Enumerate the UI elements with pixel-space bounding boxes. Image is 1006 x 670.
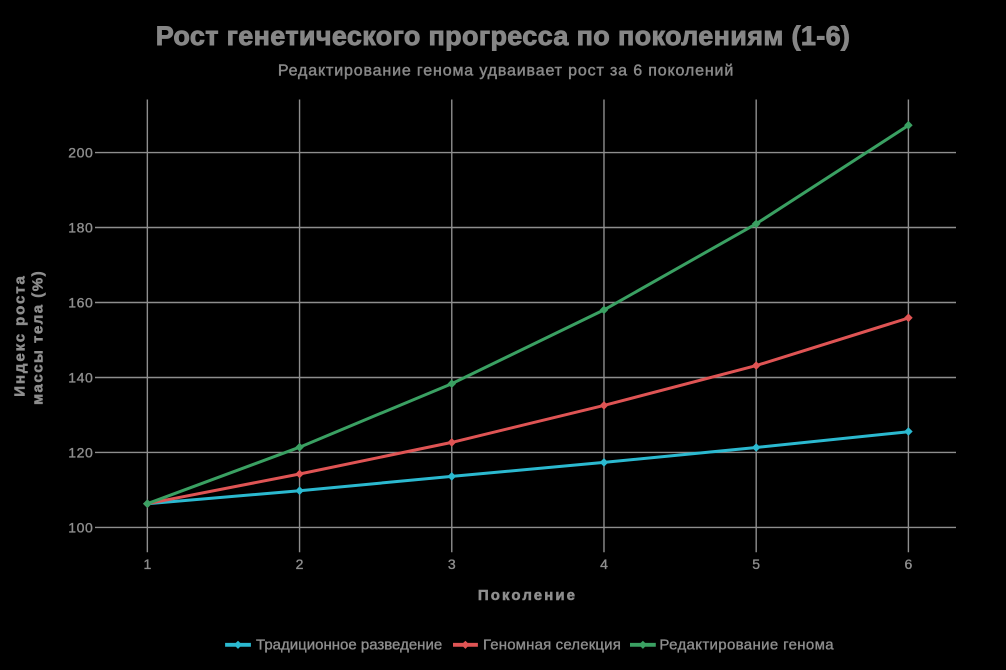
svg-text:120: 120 xyxy=(68,445,93,461)
svg-text:Поколение: Поколение xyxy=(478,587,577,604)
svg-text:Традиционное разведение: Традиционное разведение xyxy=(256,637,442,654)
svg-text:Рост генетического прогресса п: Рост генетического прогресса по поколени… xyxy=(156,21,851,51)
svg-text:160: 160 xyxy=(68,295,93,311)
svg-text:200: 200 xyxy=(68,145,93,161)
svg-text:Редактирование генома: Редактирование генома xyxy=(659,637,834,654)
svg-text:6: 6 xyxy=(905,556,913,572)
svg-text:3: 3 xyxy=(448,556,456,572)
svg-text:1: 1 xyxy=(143,556,151,572)
svg-text:массы тела (%): массы тела (%) xyxy=(29,270,46,405)
svg-text:5: 5 xyxy=(752,556,760,572)
svg-text:Геномная селекция: Геномная селекция xyxy=(483,637,621,654)
svg-text:180: 180 xyxy=(68,220,93,236)
svg-text:Редактирование генома удваивае: Редактирование генома удваивает рост за … xyxy=(278,63,734,80)
svg-text:140: 140 xyxy=(68,370,93,386)
svg-text:2: 2 xyxy=(296,556,304,572)
svg-text:4: 4 xyxy=(600,556,608,572)
svg-text:Индекс роста: Индекс роста xyxy=(12,274,29,396)
svg-text:100: 100 xyxy=(68,520,93,536)
